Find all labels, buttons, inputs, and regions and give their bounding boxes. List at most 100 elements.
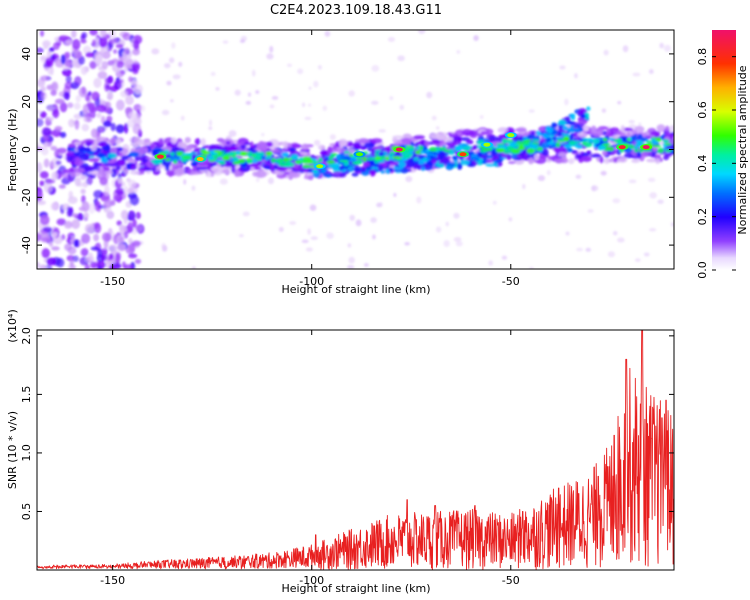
colorbar-tick-label: 0.6: [696, 101, 709, 119]
noise-blob: [115, 124, 125, 134]
scatter-blob: [399, 104, 405, 110]
noise-blob: [106, 210, 115, 220]
ridge-blob: [221, 156, 231, 161]
ridge-blob: [651, 138, 656, 141]
spectrogram-panel: -150 -100 -50 -40 -20 0 20 40 Height of straig…: [6, 29, 675, 296]
branch-blob: [360, 168, 366, 173]
scatter-blob: [404, 242, 410, 246]
noise-blob: [116, 60, 125, 69]
scatter-blob: [322, 105, 328, 111]
scatter-blob: [546, 170, 551, 176]
band-blob: [75, 150, 86, 158]
ridge-blob: [608, 137, 615, 141]
peak-spot: [156, 154, 164, 159]
branch-blob: [542, 134, 552, 139]
noise-blob: [97, 71, 108, 79]
scatter-blob: [405, 175, 413, 183]
ridge-blob: [633, 148, 639, 153]
y-tick-label: 0: [20, 146, 33, 153]
noise-blob: [80, 248, 89, 257]
band-blob: [216, 138, 225, 143]
branch-blob: [551, 122, 558, 128]
colorbar-tick-label: 0.0: [696, 261, 709, 279]
noise-blob: [105, 101, 112, 109]
noise-blob: [113, 49, 118, 54]
x-tick-label: -150: [100, 574, 125, 587]
noise-blob: [81, 123, 90, 132]
band-blob: [254, 166, 262, 171]
noise-blob: [99, 127, 104, 133]
noise-blob: [61, 68, 72, 77]
branch-blob: [558, 119, 566, 125]
scatter-blob: [346, 265, 355, 269]
scatter-blob: [307, 103, 312, 107]
scatter-blob: [261, 132, 265, 137]
peak-spot: [316, 164, 324, 169]
noise-blob: [88, 203, 96, 214]
ridge-blob: [169, 152, 175, 157]
ridge-blob: [294, 160, 303, 164]
noise-blob: [133, 84, 144, 94]
band-blob: [461, 129, 473, 136]
ridge-blob: [415, 147, 421, 150]
band-blob: [424, 141, 430, 147]
band-blob: [102, 144, 111, 152]
ridge-blob: [597, 145, 606, 151]
branch-blob: [326, 163, 337, 169]
branch-blob: [446, 156, 452, 160]
branch-blob: [351, 172, 359, 177]
scatter-blob: [255, 90, 260, 94]
noise-blob: [59, 131, 67, 138]
band-blob: [184, 136, 191, 144]
branch-blob: [362, 161, 370, 167]
figure-title: C2E4.2023.109.18.43.G11: [270, 3, 442, 18]
noise-blob: [37, 47, 44, 54]
scatter-blob: [307, 228, 311, 235]
scatter-blob: [363, 262, 369, 267]
noise-blob: [45, 178, 56, 184]
branch-blob: [562, 125, 569, 131]
branch-blob: [547, 126, 554, 134]
branch-blob: [321, 168, 327, 173]
noise-blob: [132, 39, 140, 50]
scatter-blob: [313, 139, 321, 146]
noise-blob: [40, 237, 50, 243]
noise-blob: [110, 122, 116, 132]
band-blob: [554, 145, 566, 154]
scatter-blob: [180, 115, 185, 121]
ridge-blob: [255, 151, 265, 157]
branch-blob: [406, 161, 417, 167]
scatter-blob: [245, 100, 252, 105]
noise-blob: [122, 32, 132, 41]
snr-frame: [36, 329, 675, 571]
band-blob: [288, 172, 301, 179]
band-blob: [623, 152, 633, 159]
noise-blob: [42, 40, 51, 48]
branch-blob: [380, 169, 386, 174]
ridge-blob: [175, 151, 184, 154]
noise-blob: [39, 214, 50, 226]
band-blob: [256, 141, 268, 150]
band-blob: [126, 163, 131, 171]
band-blob: [443, 136, 454, 142]
noise-blob: [91, 106, 98, 113]
ridge-blob: [401, 155, 411, 159]
ridge-blob: [288, 157, 293, 161]
scatter-blob: [178, 61, 183, 67]
band-blob: [265, 141, 273, 148]
noise-blob: [46, 116, 54, 122]
scatter-blob: [168, 57, 175, 64]
ridge-blob: [290, 154, 299, 159]
scatter-blob: [426, 91, 433, 99]
noise-blob: [67, 102, 74, 109]
noise-blob: [127, 210, 136, 221]
noise-blob: [55, 160, 62, 166]
ridge-blob: [633, 146, 638, 150]
noise-blob: [37, 146, 44, 152]
ridge-blob: [530, 144, 539, 150]
noise-blob: [93, 222, 102, 234]
noise-blob: [39, 111, 47, 119]
ridge-blob: [150, 159, 156, 163]
noise-blob: [44, 57, 54, 69]
branch-blob: [322, 173, 333, 178]
